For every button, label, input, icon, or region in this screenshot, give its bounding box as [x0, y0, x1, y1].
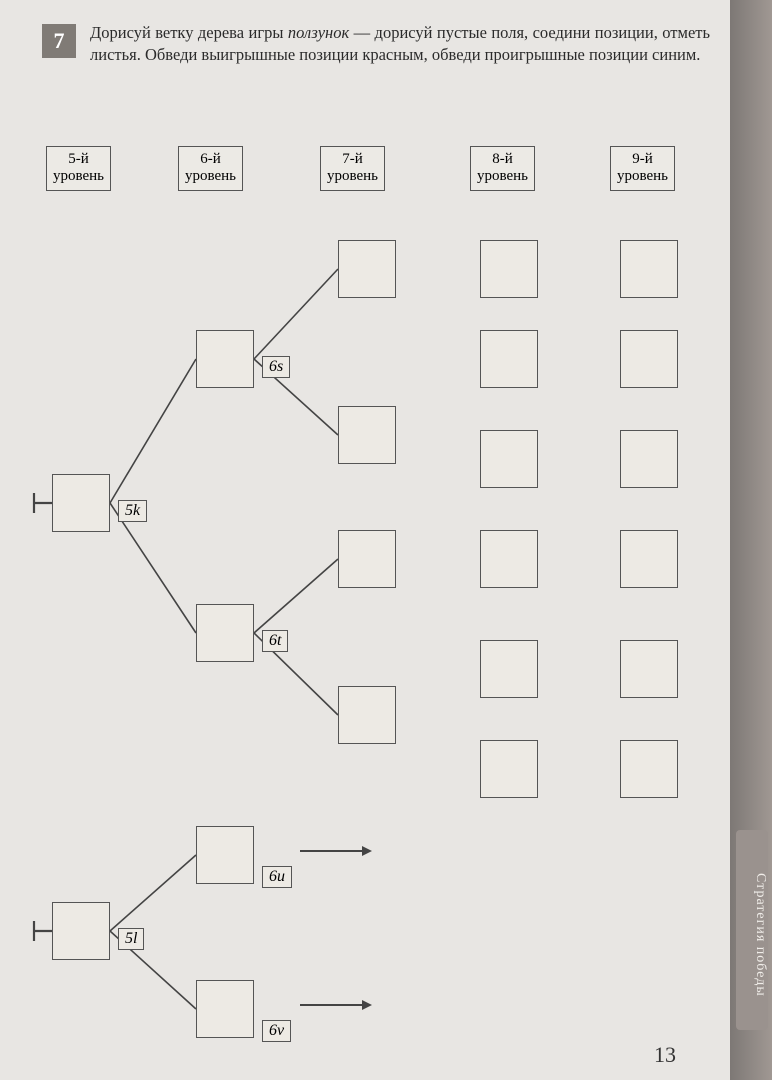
- side-tab-label: Стратегия победы: [736, 830, 768, 1030]
- node-label: 5l: [118, 928, 144, 950]
- level-header: 6-йуровень: [178, 146, 243, 191]
- game-grid: [620, 740, 678, 798]
- game-grid: [338, 686, 396, 744]
- game-grid: [620, 530, 678, 588]
- level-header: 8-йуровень: [470, 146, 535, 191]
- game-grid: [620, 330, 678, 388]
- page-number: 13: [654, 1042, 676, 1068]
- game-grid: [620, 640, 678, 698]
- game-grid: [480, 740, 538, 798]
- level-header: 7-йуровень: [320, 146, 385, 191]
- task-number-badge: 7: [42, 24, 76, 58]
- node-label: 5k: [118, 500, 147, 522]
- continuation-arrow: [300, 1004, 370, 1006]
- game-grid: [338, 406, 396, 464]
- game-grid: [338, 530, 396, 588]
- game-grid: [480, 530, 538, 588]
- node-label: 6t: [262, 630, 288, 652]
- game-grid: [338, 240, 396, 298]
- game-grid: [196, 980, 254, 1038]
- continuation-arrow: [300, 850, 370, 852]
- game-grid: [620, 430, 678, 488]
- node-label: 6s: [262, 356, 290, 378]
- node-label: 6v: [262, 1020, 291, 1042]
- level-header: 5-йуровень: [46, 146, 111, 191]
- level-header: 9-йуровень: [610, 146, 675, 191]
- game-grid: [480, 330, 538, 388]
- game-grid: [196, 330, 254, 388]
- game-grid: [480, 240, 538, 298]
- game-grid: [480, 640, 538, 698]
- level-headers: 5-йуровень 6-йуровень 7-йуровень 8-йуровень…: [40, 146, 720, 206]
- page: 7 Дорисуй ветку дерева игры ползунок — д…: [0, 0, 730, 1080]
- game-grid: [480, 430, 538, 488]
- game-grid: [52, 474, 110, 532]
- task-text: Дорисуй ветку дерева игры ползунок — дор…: [90, 22, 710, 67]
- game-grid: [620, 240, 678, 298]
- game-grid: [196, 826, 254, 884]
- node-label: 6u: [262, 866, 292, 888]
- game-grid: [52, 902, 110, 960]
- game-grid: [196, 604, 254, 662]
